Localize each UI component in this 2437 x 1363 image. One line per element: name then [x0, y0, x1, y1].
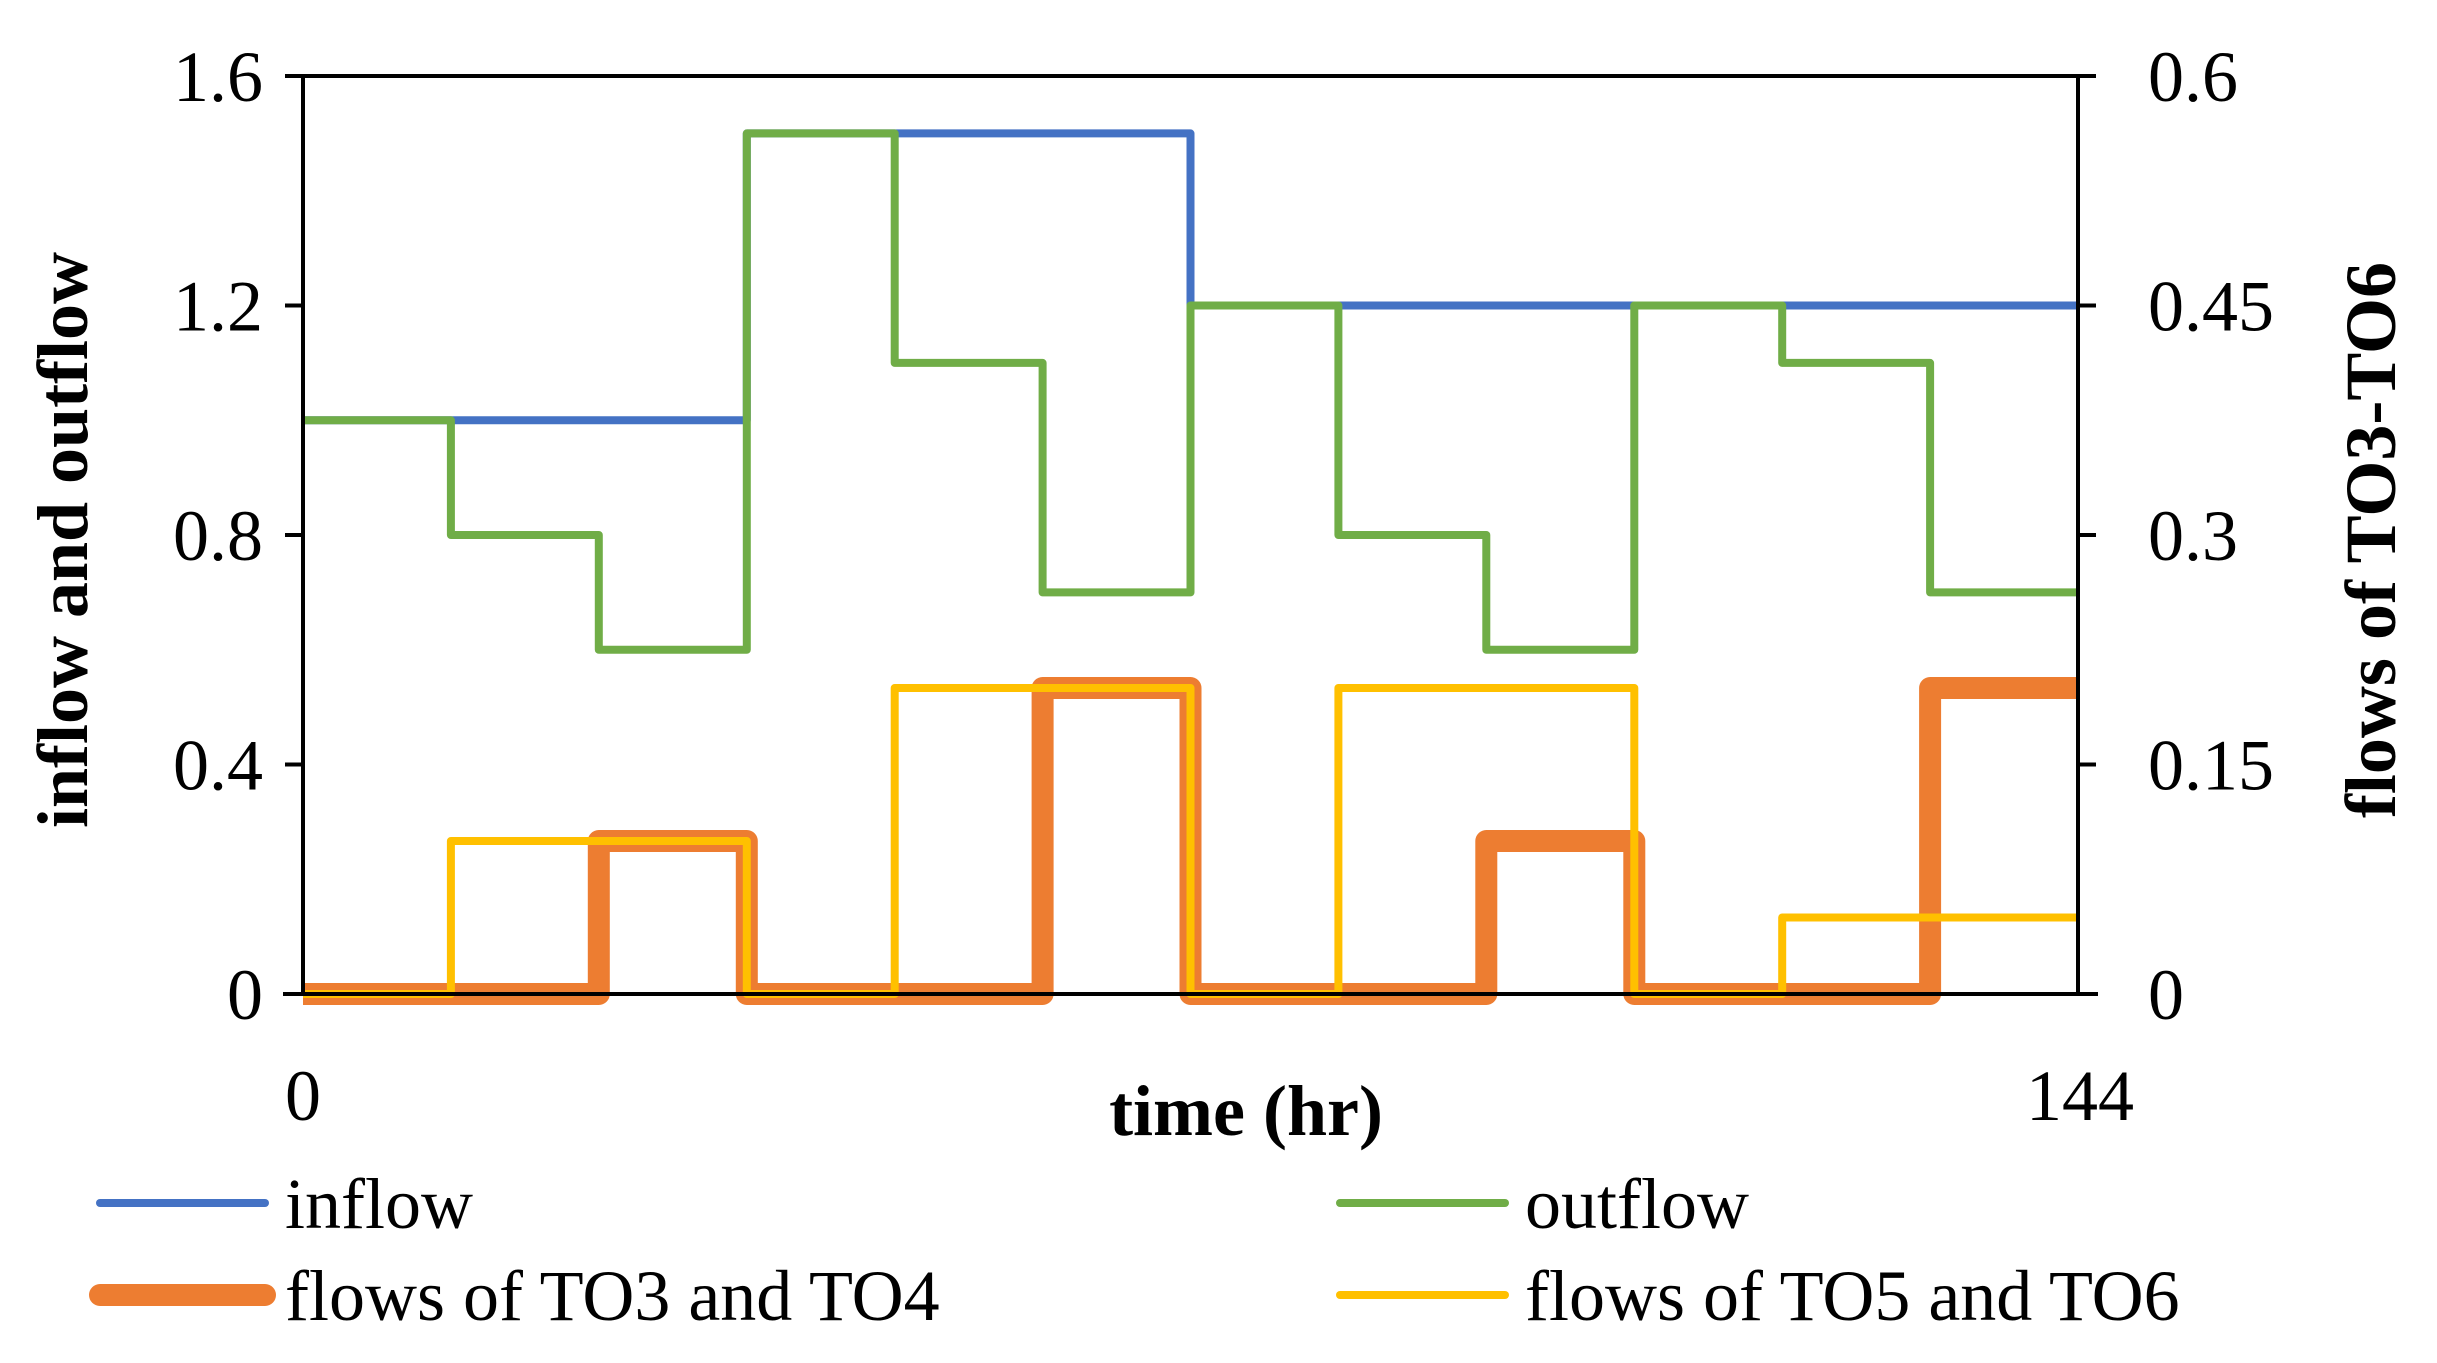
x-axis-title: time (hr)	[1109, 1071, 1383, 1151]
series-line-outflow	[303, 129, 2078, 654]
y-left-tick-label: 1.6	[173, 37, 263, 117]
x-tick-label-end: 144	[2026, 1056, 2134, 1136]
y-left-tick-label: 0.8	[173, 496, 263, 576]
legend: inflow outflow flows of TO3 and TO4 flows o…	[89, 1164, 2180, 1336]
x-tick-label-start: 0	[285, 1056, 321, 1136]
series-layer	[303, 129, 2078, 1005]
y-right-tick-label: 0.6	[2148, 37, 2238, 117]
legend-label: outflow	[1525, 1164, 1749, 1244]
y-axis-right-title: flows of TO3-TO6	[2331, 262, 2411, 818]
y-left-tick-label: 1.2	[173, 267, 263, 347]
y-left-tick-label: 0	[227, 955, 263, 1035]
y-right-tick-label: 0	[2148, 955, 2184, 1035]
tick-labels: 00.40.81.21.600.150.30.450.60 144	[173, 37, 2274, 1136]
y-axis-left-title: inflow and outflow	[23, 252, 103, 828]
y-left-tick-label: 0.4	[173, 726, 263, 806]
y-right-tick-label: 0.15	[2148, 726, 2274, 806]
y-right-tick-label: 0.45	[2148, 267, 2274, 347]
axes	[283, 74, 2098, 996]
legend-label: flows of TO3 and TO4	[285, 1256, 940, 1336]
legend-label: flows of TO5 and TO6	[1525, 1256, 2180, 1336]
y-right-tick-label: 0.3	[2148, 496, 2238, 576]
series-line-flows-of-to5-and-to6	[303, 684, 2078, 998]
legend-label: inflow	[285, 1164, 473, 1244]
